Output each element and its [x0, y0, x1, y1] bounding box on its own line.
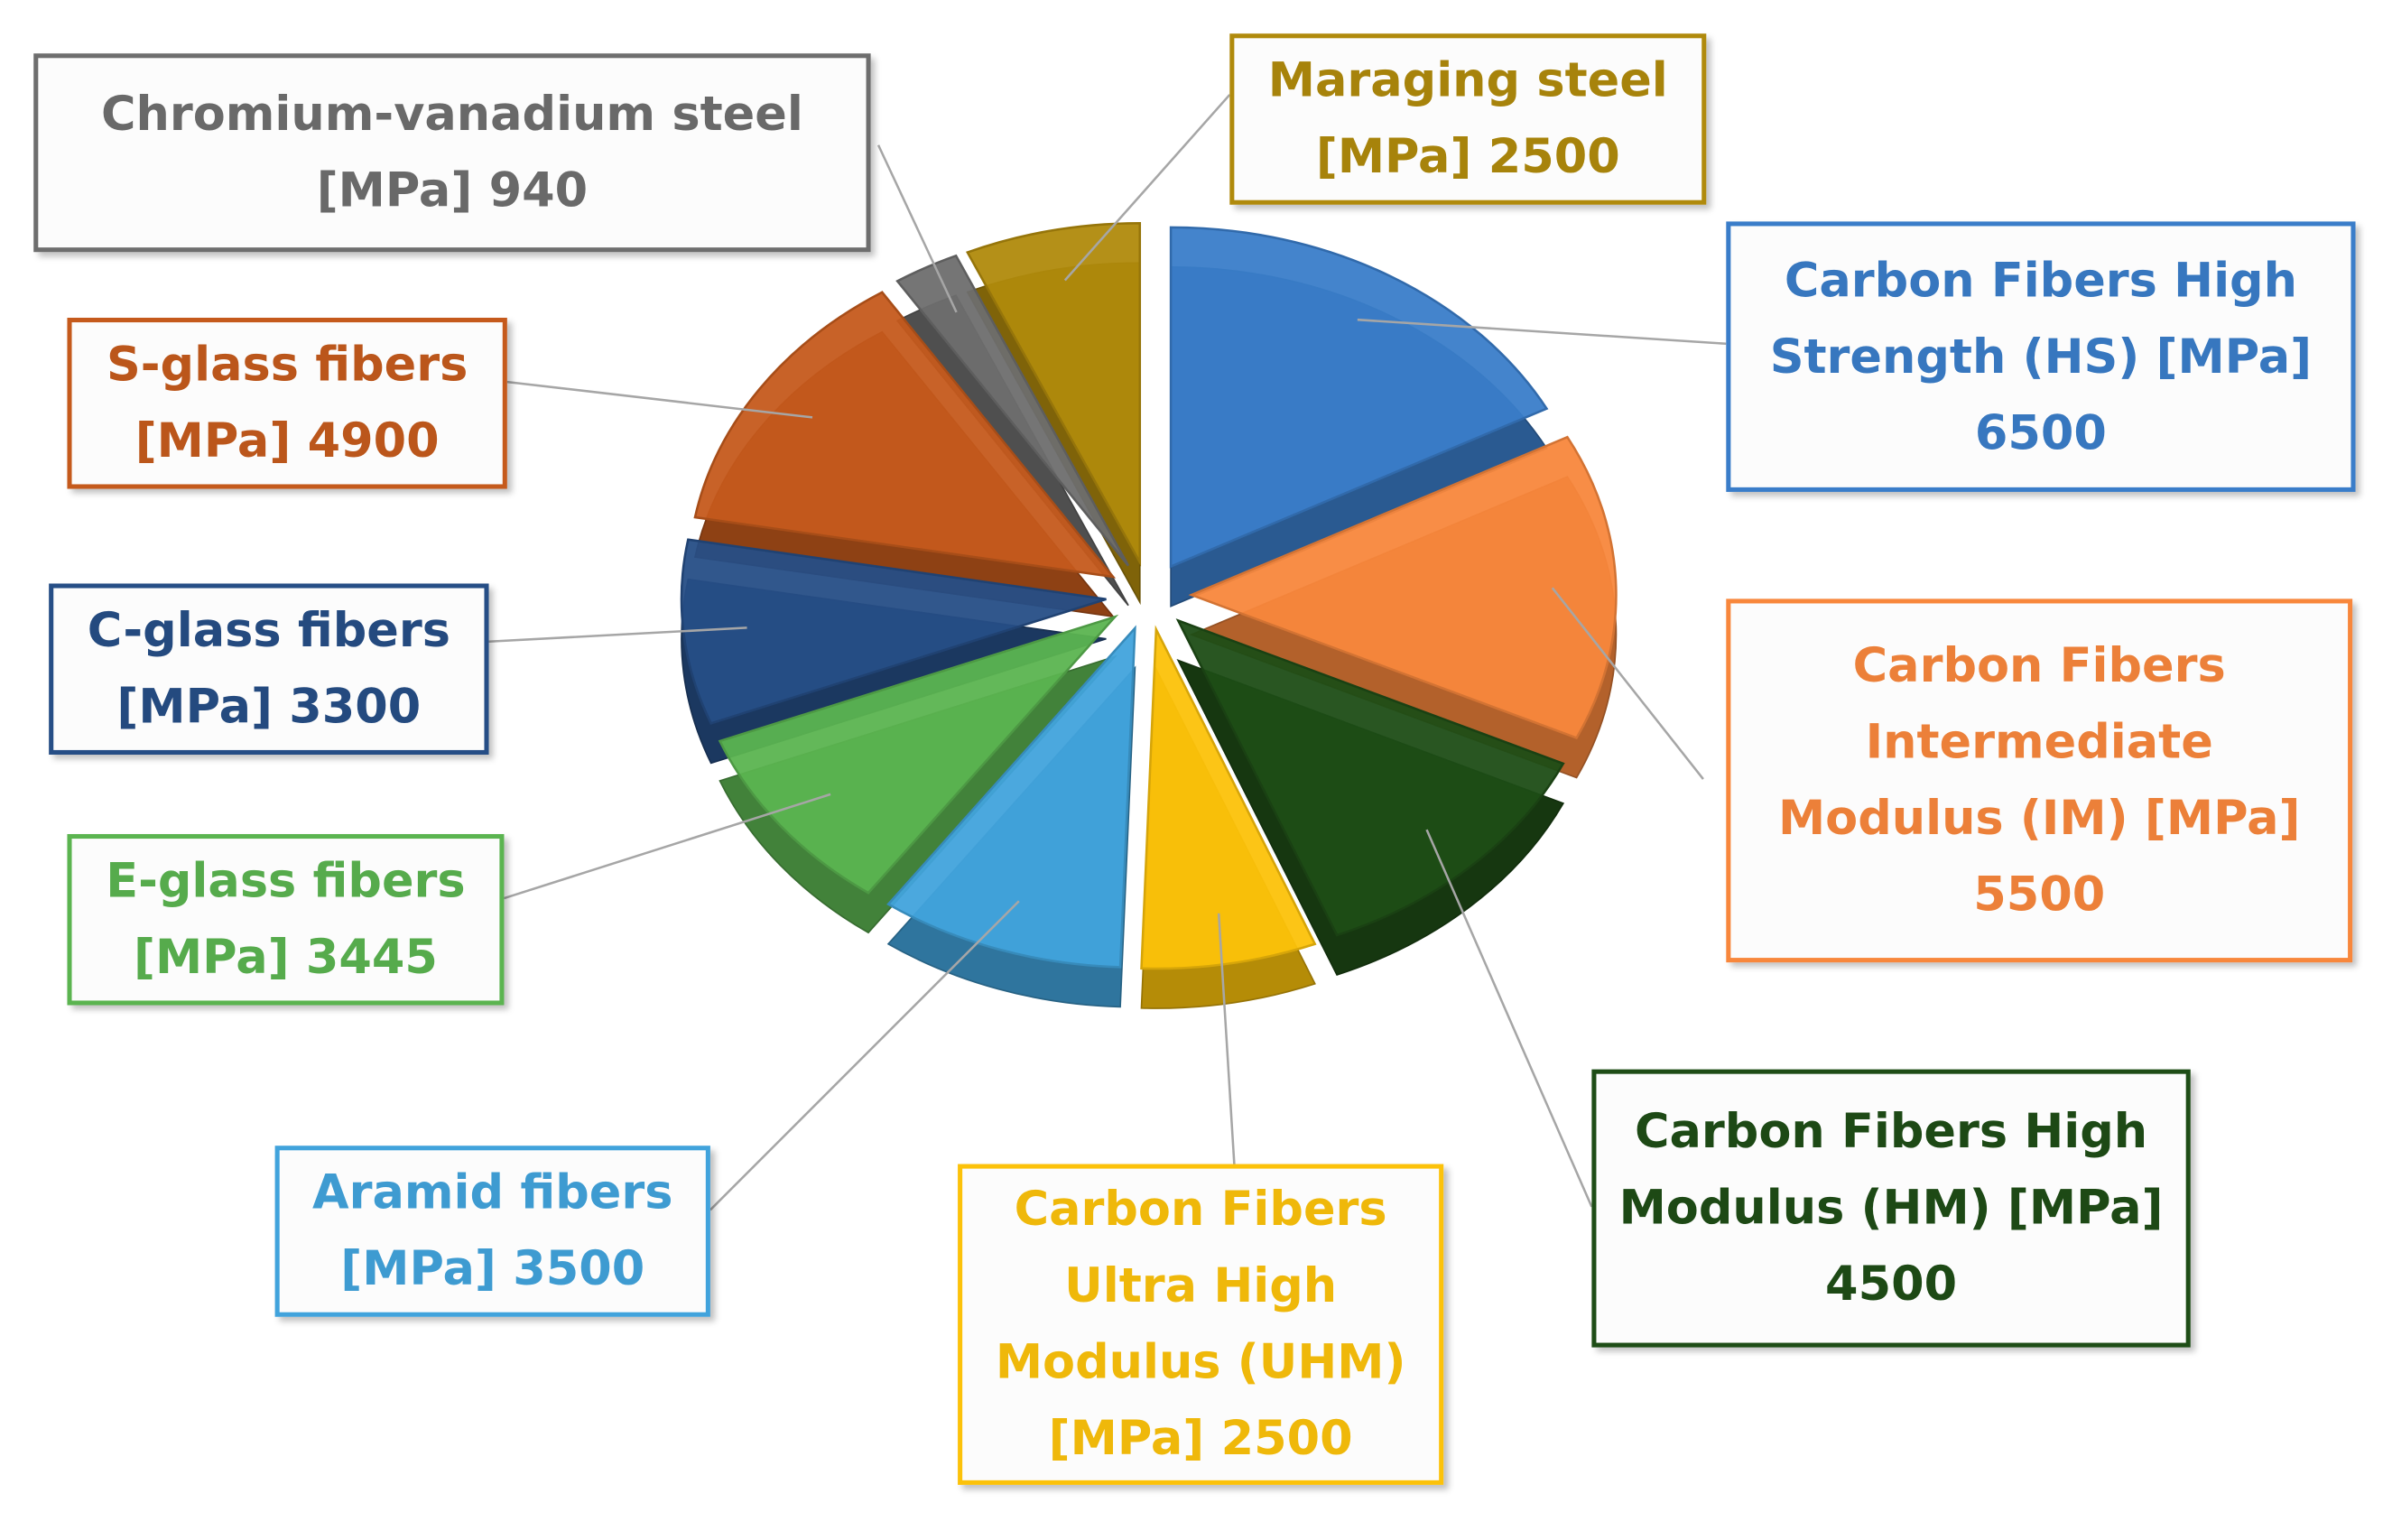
category-name: Carbon Fibers Ultra High Modulus (UHM)	[995, 1182, 1406, 1390]
slice	[895, 254, 1130, 567]
leader-line	[504, 793, 831, 900]
data-label: Chromium-vanadium steel [MPa] 940	[33, 53, 871, 253]
leader-line	[488, 626, 747, 644]
leader-line	[506, 380, 813, 419]
label-text: Carbon Fibers Ultra High Modulus (UHM) […	[978, 1172, 1423, 1477]
leader-line	[1357, 318, 1727, 346]
value-unit: [MPa]	[116, 680, 273, 735]
category-name: Maraging steel	[1267, 53, 1668, 109]
value-label: 2500	[1220, 1411, 1353, 1467]
value-label: 3500	[513, 1241, 645, 1297]
data-label: S-glass fibers [MPa] 4900	[67, 317, 507, 489]
value-label: 3445	[305, 930, 438, 986]
value-unit: [MPa]	[1315, 129, 1472, 185]
slice	[1175, 618, 1565, 937]
value-unit: [MPa]	[2007, 1181, 2164, 1237]
value-label: 2500	[1488, 129, 1620, 185]
value-label: 6500	[1974, 405, 2107, 461]
label-text: Maraging steel [MPa] 2500	[1249, 42, 1686, 195]
value-label: 4900	[307, 413, 440, 469]
category-name: Carbon Fibers High Modulus (HM)	[1618, 1104, 2148, 1237]
value-unit: [MPa]	[340, 1241, 496, 1297]
data-label: Carbon Fibers High Modulus (HM) [MPa] 45…	[1591, 1069, 2191, 1348]
label-text: Aramid fibers [MPa] 3500	[295, 1155, 691, 1307]
leader-line	[1551, 587, 1704, 780]
slice	[1169, 226, 1549, 569]
slice	[680, 538, 1107, 725]
data-label: E-glass fibers [MPa] 3445	[67, 833, 505, 1006]
data-label: Carbon Fibers Intermediate Modulus (IM) …	[1726, 598, 2353, 963]
label-text: Carbon Fibers Intermediate Modulus (IM) …	[1746, 628, 2332, 933]
value-unit: [MPa]	[2144, 791, 2301, 847]
label-text: S-glass fibers [MPa] 4900	[87, 327, 487, 479]
slice	[1140, 625, 1317, 970]
category-name: Carbon Fibers High Strength (HS)	[1769, 253, 2297, 385]
slice	[1188, 435, 1618, 740]
value-unit: [MPa]	[133, 930, 290, 986]
category-name: C-glass fibers	[87, 603, 450, 659]
value-label: 3300	[289, 680, 422, 735]
label-text: Carbon Fibers High Modulus (HM) [MPa] 45…	[1611, 1094, 2170, 1323]
label-text: Carbon Fibers High Strength (HS) [MPa] 6…	[1746, 242, 2335, 471]
category-name: Carbon Fibers Intermediate Modulus (IM)	[1777, 638, 2226, 847]
label-text: Chromium-vanadium steel [MPa] 940	[53, 77, 850, 229]
category-name: E-glass fibers	[106, 853, 466, 909]
value-label: 940	[488, 163, 589, 218]
value-unit: [MPa]	[2156, 329, 2313, 385]
value-unit: [MPa]	[1048, 1411, 1205, 1467]
label-text: C-glass fibers [MPa] 3300	[69, 593, 468, 746]
leader-line	[709, 900, 1020, 1211]
leader-line	[1425, 829, 1593, 1208]
leader-line	[1063, 94, 1231, 282]
data-label: Maraging steel [MPa] 2500	[1229, 33, 1707, 205]
label-text: E-glass fibers [MPa] 3445	[87, 843, 484, 996]
data-label: C-glass fibers [MPa] 3300	[49, 583, 489, 755]
data-label: Carbon Fibers Ultra High Modulus (UHM) […	[958, 1164, 1444, 1485]
value-unit: [MPa]	[316, 163, 473, 218]
category-name: S-glass fibers	[106, 337, 468, 393]
data-label: Carbon Fibers High Strength (HS) [MPa] 6…	[1726, 221, 2356, 492]
value-label: 4500	[1825, 1257, 1958, 1313]
leader-line	[876, 144, 958, 313]
category-name: Chromium-vanadium steel	[101, 87, 803, 143]
slice	[886, 625, 1136, 969]
category-name: Aramid fibers	[312, 1165, 673, 1221]
slice	[718, 614, 1119, 895]
data-label: Aramid fibers [MPa] 3500	[274, 1146, 710, 1317]
slice-tops	[680, 221, 1618, 970]
leader-line	[1217, 913, 1236, 1164]
leader-lines	[488, 94, 1727, 1211]
slice	[693, 291, 1117, 579]
value-label: 5500	[1973, 867, 2106, 923]
value-unit: [MPa]	[134, 413, 292, 469]
slice	[965, 221, 1142, 567]
